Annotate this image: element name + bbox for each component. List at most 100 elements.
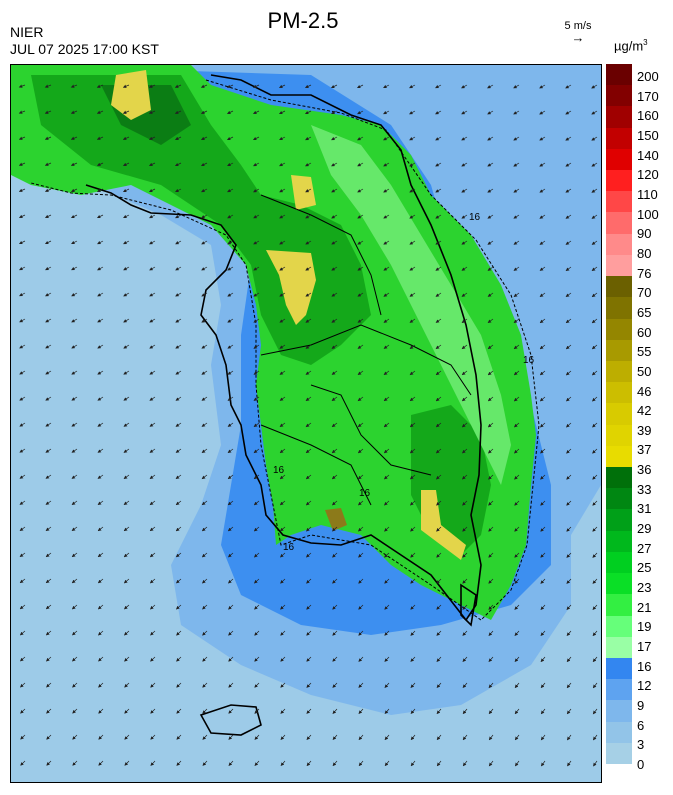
wind-vector-arrow [44,188,52,192]
wind-vector-arrow [358,682,364,688]
wind-vector-arrow [227,344,234,349]
wind-vector-arrow [567,760,572,767]
wind-vector-arrow [591,84,598,89]
wind-vector-arrow [305,162,312,167]
wind-vector-arrow [514,604,520,610]
color-legend-label: 16 [637,658,652,674]
wind-vector-arrow [306,708,312,714]
wind-vector-arrow [174,84,182,88]
wind-vector-arrow [228,760,234,767]
wind-vector-arrow [305,188,312,193]
wind-vector-arrow [201,448,208,454]
wind-vector-arrow [175,500,182,506]
wind-vector-arrow [306,578,312,584]
wind-vector-arrow [461,344,468,350]
wind-vector-arrow [384,604,390,610]
wind-vector-arrow [331,344,338,349]
wind-vector-arrow [435,84,442,89]
wind-vector-arrow [566,630,572,637]
wind-vector-arrow [279,396,286,401]
pm25-map: 16 16 16 16 16 [10,64,602,783]
wind-vector-arrow [436,578,442,584]
wind-vector-arrow [201,422,208,427]
wind-vector-arrow [227,500,234,506]
color-legend-swatch [606,170,632,192]
land-pm-zone-olive [325,508,347,531]
wind-vector-arrow [514,552,520,558]
wind-vector-arrow [514,682,520,689]
wind-vector-arrow [253,448,260,454]
wind-vector-arrow [175,526,182,532]
wind-vector-arrow [566,448,572,454]
wind-vector-arrow [123,604,130,610]
wind-vector-arrow [279,448,286,454]
wind-vector-arrow [20,760,26,766]
wind-vector-arrow [19,370,26,375]
wind-vector-arrow [332,578,338,584]
wind-vector-arrow [539,162,546,167]
wind-vector-arrow [227,448,234,454]
wind-vector-arrow [19,578,26,584]
wind-vector-arrow [332,708,338,715]
wind-vector-arrow [176,760,182,766]
wind-vector-arrow [253,240,260,245]
wind-vector-arrow [383,162,390,167]
wind-vector-arrow [305,422,312,428]
wind-vector-arrow [46,682,52,688]
wind-vector-arrow [279,552,286,558]
wind-vector-arrow [305,318,312,323]
wind-vector-arrow [410,656,416,662]
wind-vector-arrow [174,110,182,114]
wind-vector-arrow [462,578,468,584]
wind-vector-arrow [174,162,182,167]
wind-vector-arrow [410,604,416,610]
wind-vector-arrow [566,526,572,532]
wind-vector-arrow [227,370,234,375]
color-legend-swatch [606,106,632,129]
wind-vector-arrow [227,240,234,245]
wind-vector-arrow [358,630,364,636]
wind-vector-arrow [227,292,234,297]
wind-vector-arrow [254,682,260,688]
wind-vector-arrow [383,396,390,402]
unit-base: µg/m [614,38,644,54]
wind-vector-arrow [201,318,208,323]
wind-vector-arrow [149,396,156,401]
wind-vector-arrow [488,630,494,637]
wind-vector-arrow [331,422,338,428]
wind-vector-arrow [488,682,494,689]
wind-vector-arrow [513,422,520,428]
wind-vector-arrow [410,682,416,689]
color-legend-swatch [606,573,632,595]
wind-vector-arrow [150,734,156,740]
wind-vector-arrow [566,734,572,741]
color-legend-swatch [606,721,632,744]
wind-vector-arrow [149,448,156,453]
agency-label: NIER [10,24,44,40]
wind-vector-arrow [45,422,52,427]
wind-vector-arrow [357,266,364,271]
wind-vector-arrow [487,162,494,167]
wind-vector-arrow [539,84,546,89]
color-legend-label: 70 [637,285,652,301]
wind-vector-arrow [97,526,104,532]
wind-vector-arrow [97,292,104,297]
wind-vector-arrow [176,734,182,740]
wind-vector-arrow [98,656,104,662]
wind-vector-arrow [487,344,494,350]
wind-vector-arrow [539,214,546,219]
arrow-right-icon: → [571,30,585,45]
wind-vector-arrow [305,500,312,506]
wind-vector-arrow [435,422,442,428]
wind-vector-arrow [513,344,520,350]
color-legend-label: 80 [637,245,652,261]
wind-vector-arrow [149,578,156,584]
wind-vector-arrow [46,734,52,740]
wind-vector-arrow [123,214,130,219]
color-legend-swatch [606,403,632,426]
wind-vector-arrow [200,136,208,140]
wind-vector-arrow [44,162,52,166]
wind-vector-arrow [357,110,364,115]
wind-vector-arrow [176,630,182,636]
wind-vector-arrow [461,318,468,324]
